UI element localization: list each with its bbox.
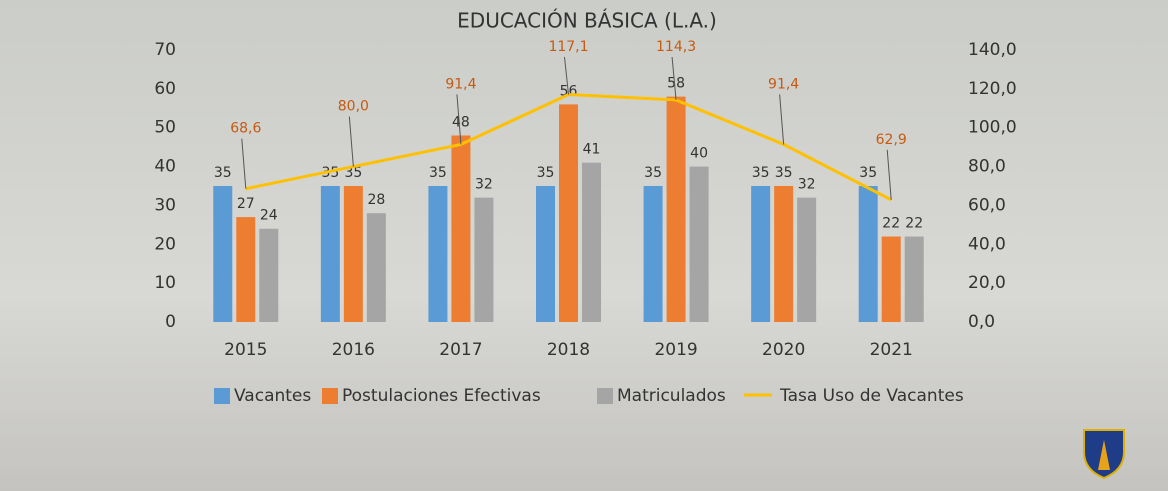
legend-label: Vacantes bbox=[234, 386, 311, 406]
bar bbox=[320, 186, 340, 322]
y2-tick-label: 80,0 bbox=[968, 157, 1006, 177]
x-tick-label: 2016 bbox=[332, 340, 375, 360]
y-tick-label: 40 bbox=[154, 157, 176, 177]
x-tick-label: 2018 bbox=[547, 340, 590, 360]
bar bbox=[666, 96, 686, 322]
bar-value-label: 35 bbox=[859, 165, 877, 181]
leader-line bbox=[241, 138, 247, 189]
y2-tick-label: 40,0 bbox=[968, 234, 1006, 254]
bar bbox=[259, 228, 279, 322]
bar-value-label: 41 bbox=[583, 142, 601, 158]
line-value-label: 62,9 bbox=[876, 132, 907, 148]
bar bbox=[904, 236, 924, 322]
legend-swatch bbox=[322, 388, 338, 404]
bar bbox=[881, 236, 901, 322]
bar-value-label: 28 bbox=[367, 192, 385, 208]
bar-value-label: 35 bbox=[537, 165, 555, 181]
chart-title: EDUCACIÓN BÁSICA (L.A.) bbox=[457, 9, 717, 33]
bar-value-label: 35 bbox=[775, 165, 793, 181]
bar bbox=[774, 186, 794, 322]
leader-line bbox=[348, 116, 354, 167]
bar-value-label: 48 bbox=[452, 114, 470, 130]
bar-value-label: 35 bbox=[752, 165, 770, 181]
line-value-label: 117,1 bbox=[548, 39, 588, 55]
leader-line bbox=[671, 56, 677, 100]
leader-line bbox=[456, 94, 462, 145]
bar bbox=[236, 217, 256, 322]
leader-line bbox=[564, 56, 569, 95]
x-tick-label: 2019 bbox=[654, 340, 697, 360]
y-tick-label: 30 bbox=[154, 195, 176, 215]
bar-value-label: 35 bbox=[644, 165, 662, 181]
legend-label: Tasa Uso de Vacantes bbox=[779, 386, 964, 406]
y-tick-label: 50 bbox=[154, 118, 176, 138]
x-tick-label: 2021 bbox=[870, 340, 913, 360]
y2-tick-label: 120,0 bbox=[968, 79, 1017, 99]
y2-tick-label: 0,0 bbox=[968, 312, 995, 332]
bar-value-label: 32 bbox=[475, 177, 493, 193]
bar-value-label: 40 bbox=[690, 146, 708, 162]
y-tick-label: 60 bbox=[154, 79, 176, 99]
bar bbox=[451, 135, 471, 322]
bar bbox=[213, 186, 233, 322]
x-tick-label: 2015 bbox=[224, 340, 267, 360]
y-tick-label: 20 bbox=[154, 234, 176, 254]
leader-line bbox=[779, 94, 785, 145]
bar-value-label: 35 bbox=[429, 165, 447, 181]
y2-tick-label: 140,0 bbox=[968, 40, 1017, 60]
legend-swatch bbox=[214, 388, 230, 404]
bar-value-label: 22 bbox=[882, 216, 900, 232]
line-value-label: 91,4 bbox=[445, 76, 476, 92]
bar bbox=[536, 186, 555, 322]
y-tick-label: 10 bbox=[154, 273, 176, 293]
bar-value-label: 22 bbox=[905, 216, 923, 232]
bar bbox=[689, 166, 709, 322]
legend-label: Matriculados bbox=[617, 386, 726, 406]
bar bbox=[858, 186, 878, 322]
bar bbox=[751, 186, 771, 322]
bar bbox=[366, 213, 386, 322]
y-tick-label: 70 bbox=[154, 40, 176, 60]
y2-tick-label: 60,0 bbox=[968, 195, 1006, 215]
bar bbox=[474, 197, 494, 322]
bar-value-label: 58 bbox=[667, 76, 685, 92]
bar-value-label: 35 bbox=[214, 165, 232, 181]
bar bbox=[343, 186, 363, 322]
y2-tick-label: 20,0 bbox=[968, 273, 1006, 293]
x-tick-label: 2017 bbox=[439, 340, 482, 360]
line-value-label: 91,4 bbox=[768, 76, 799, 92]
bar-value-label: 32 bbox=[798, 177, 816, 193]
line-value-label: 114,3 bbox=[656, 39, 696, 55]
leader-line bbox=[886, 149, 892, 200]
bar bbox=[559, 104, 578, 323]
line-value-label: 80,0 bbox=[338, 99, 369, 115]
bar-value-label: 27 bbox=[237, 196, 255, 212]
bar bbox=[797, 197, 817, 322]
legend-swatch bbox=[597, 388, 613, 404]
y-tick-label: 0 bbox=[165, 312, 176, 332]
x-tick-label: 2020 bbox=[762, 340, 805, 360]
bar-value-label: 24 bbox=[260, 208, 278, 224]
bar bbox=[428, 186, 448, 322]
y2-tick-label: 100,0 bbox=[968, 118, 1017, 138]
line-value-label: 68,6 bbox=[230, 121, 261, 137]
bar bbox=[643, 186, 663, 322]
legend-label: Postulaciones Efectivas bbox=[342, 386, 541, 406]
bar bbox=[582, 162, 601, 322]
logo bbox=[1083, 429, 1125, 480]
